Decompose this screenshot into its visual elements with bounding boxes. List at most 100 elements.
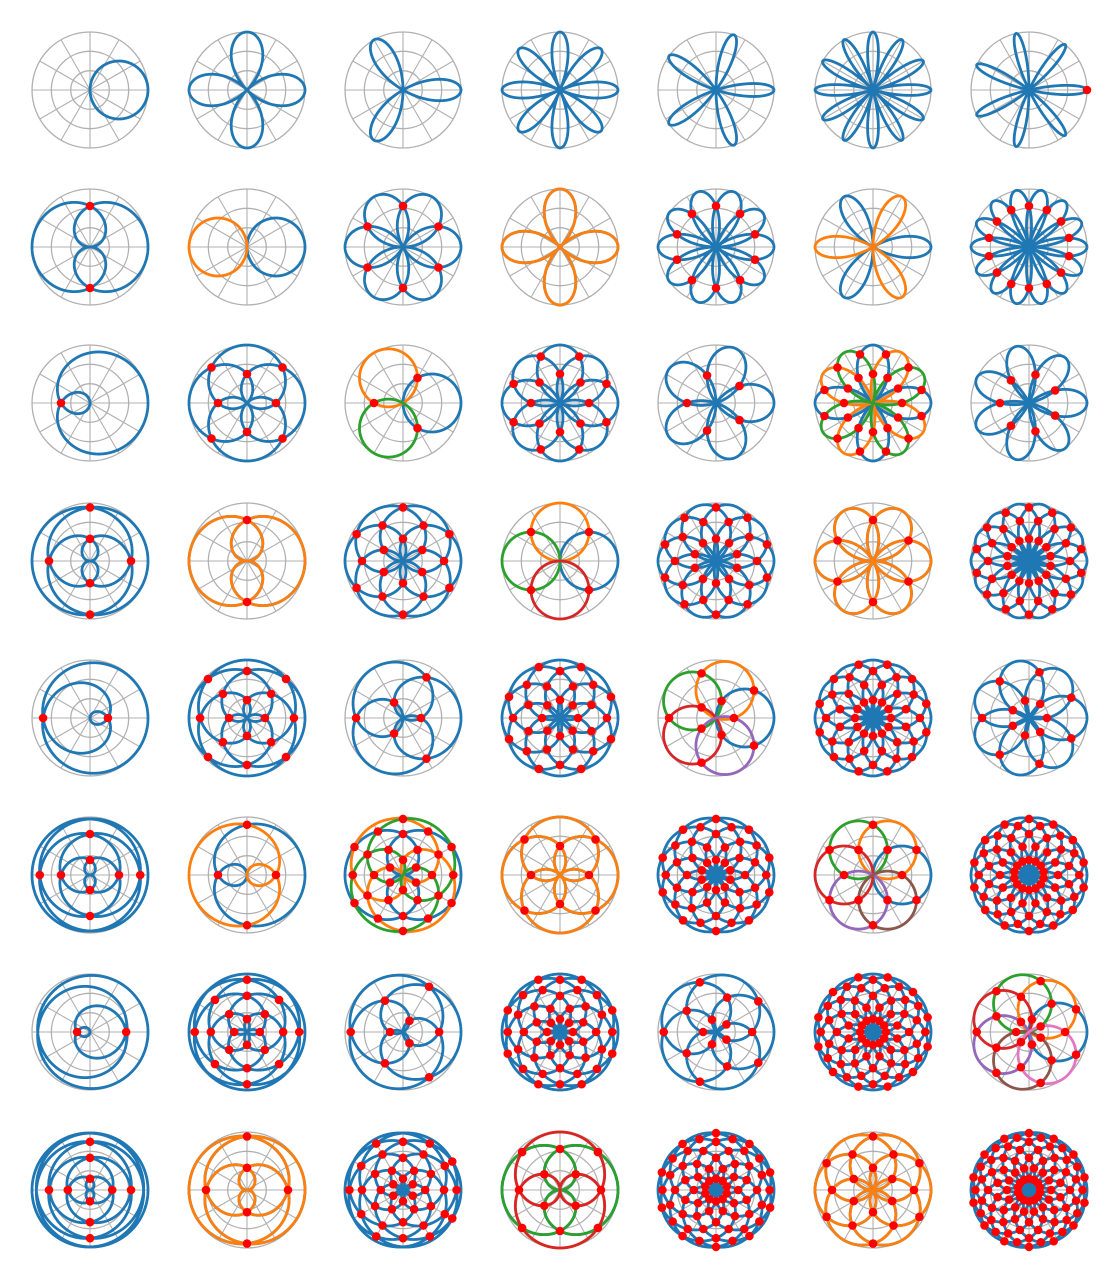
intersection-point	[735, 415, 744, 425]
intersection-point	[542, 682, 552, 691]
intersection-point	[568, 701, 577, 710]
grid-spoke	[1028, 60, 1080, 91]
intersection-point	[1035, 759, 1044, 769]
intersection-point	[913, 1053, 923, 1063]
intersection-point	[1033, 1225, 1043, 1235]
intersection-point	[224, 1009, 234, 1019]
intersection-point	[1076, 568, 1086, 578]
intersection-point	[411, 863, 421, 872]
intersection-point	[720, 882, 730, 892]
intersection-point	[698, 538, 708, 548]
intersection-point	[564, 1018, 574, 1028]
intersection-point	[711, 1153, 721, 1163]
intersection-point	[398, 283, 408, 293]
grid-spoke	[402, 845, 454, 876]
intersection-point	[242, 1132, 252, 1141]
intersection-point	[1036, 1033, 1045, 1042]
intersection-point	[1080, 1198, 1089, 1207]
intersection-point	[920, 1027, 930, 1037]
intersection-point	[815, 727, 825, 737]
intersection-point	[1042, 279, 1052, 289]
intersection-point	[747, 1027, 757, 1037]
intersection-point	[1053, 870, 1063, 880]
intersection-point	[1031, 370, 1040, 380]
intersection-point	[672, 255, 682, 264]
intersection-point	[597, 1045, 607, 1054]
intersection-point	[889, 1150, 898, 1159]
intersection-point	[883, 973, 892, 982]
grid-spoke	[89, 89, 141, 120]
intersection-point	[242, 975, 252, 985]
intersection-point	[445, 583, 454, 593]
rose-curve	[813, 30, 933, 150]
rose-cell-d2-n4	[500, 187, 620, 307]
intersection-point	[993, 909, 1002, 919]
intersection-point	[682, 1006, 692, 1016]
rose-cell-d1-n5	[657, 31, 776, 149]
intersection-point	[283, 1185, 293, 1195]
intersection-point	[379, 567, 389, 577]
intersection-point	[695, 1134, 704, 1144]
intersection-point	[999, 1165, 1009, 1175]
intersection-point	[678, 825, 688, 834]
intersection-point	[900, 1009, 909, 1019]
rose-cell-d3-n5	[657, 344, 776, 462]
intersection-point	[518, 990, 528, 1000]
intersection-point	[822, 1212, 831, 1222]
intersection-point	[765, 1185, 774, 1195]
intersection-point	[1071, 1005, 1081, 1014]
intersection-point	[883, 423, 892, 433]
rose-cell-d8-n2	[187, 1131, 307, 1249]
intersection-point	[820, 385, 829, 395]
rose-cell-d3-n7	[970, 344, 1089, 462]
intersection-point	[1047, 508, 1057, 518]
intersection-point	[576, 662, 586, 672]
intersection-point	[913, 1001, 923, 1011]
intersection-point	[892, 737, 902, 747]
rose-curve	[36, 974, 150, 1090]
intersection-point	[816, 1027, 826, 1037]
intersection-point	[882, 766, 892, 776]
intersection-point	[584, 527, 594, 537]
intersection-point	[1036, 1237, 1046, 1247]
grid-spoke	[402, 531, 454, 562]
intersection-point	[1061, 1167, 1071, 1177]
grid-spoke	[196, 560, 248, 591]
intersection-point	[868, 820, 878, 830]
rose-cell-d2-n7	[969, 188, 1089, 306]
intersection-point	[535, 419, 544, 428]
intersection-point	[1003, 551, 1012, 561]
rose-cell-d6-n2	[187, 816, 307, 934]
intersection-point	[1031, 898, 1040, 908]
grid-spoke	[843, 246, 874, 298]
intersection-point	[1024, 1128, 1034, 1138]
rose-curve	[975, 32, 1089, 148]
intersection-point	[868, 1239, 878, 1248]
intersection-point	[439, 556, 449, 566]
intersection-point	[678, 916, 688, 925]
intersection-point	[370, 1169, 380, 1179]
grid-spoke	[352, 717, 404, 748]
intersection-point	[565, 1050, 574, 1060]
intersection-point	[877, 729, 887, 738]
intersection-point	[1024, 885, 1034, 895]
intersection-point	[1050, 524, 1059, 534]
intersection-point	[886, 1045, 896, 1055]
intersection-point	[1015, 1145, 1025, 1155]
grid-spoke	[89, 373, 141, 404]
intersection-point	[574, 352, 584, 361]
intersection-point	[1080, 1173, 1089, 1182]
intersection-point	[764, 888, 774, 897]
grid-spoke	[39, 246, 91, 277]
intersection-point	[743, 513, 752, 522]
intersection-point	[854, 373, 863, 383]
intersection-point	[1010, 1156, 1020, 1166]
grid-spoke	[822, 531, 874, 562]
rose-curve	[813, 972, 933, 1092]
intersection-point	[448, 870, 458, 880]
intersection-point	[711, 1197, 721, 1206]
grid-spoke	[196, 246, 248, 277]
grid-spoke	[872, 196, 903, 248]
intersection-point	[855, 447, 865, 456]
intersection-point	[850, 1045, 860, 1055]
